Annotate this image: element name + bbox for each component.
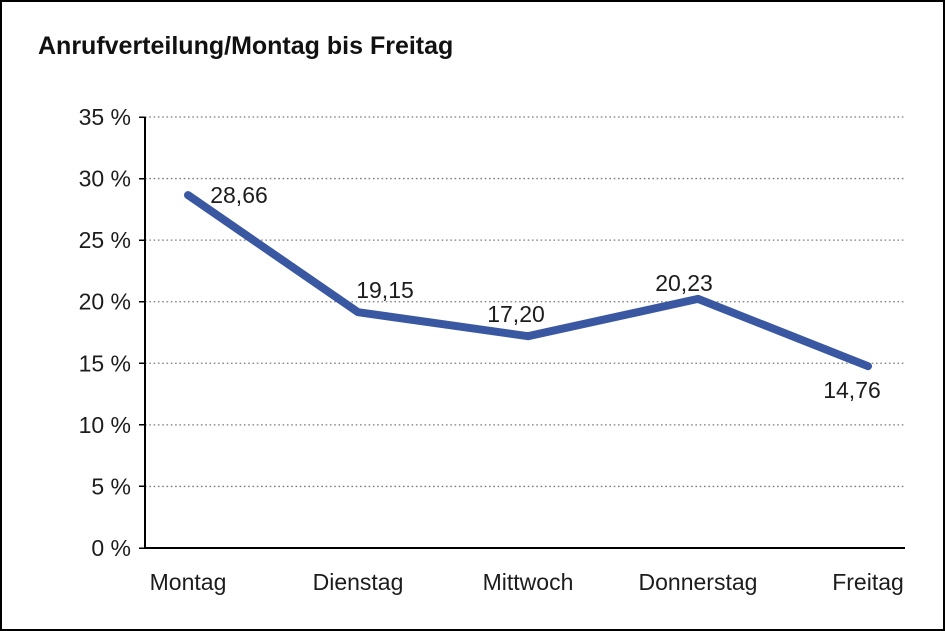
- data-point-label: 14,76: [823, 377, 881, 403]
- y-tick-label: 30 %: [79, 166, 131, 192]
- y-tick-label: 0 %: [91, 535, 131, 561]
- y-tick-label: 35 %: [79, 104, 131, 130]
- y-tick-label: 10 %: [79, 412, 131, 438]
- x-category-label: Montag: [150, 569, 227, 595]
- x-category-label: Donnerstag: [639, 569, 758, 595]
- y-tick-label: 5 %: [91, 473, 131, 499]
- data-line: [184, 191, 872, 371]
- data-point-label: 17,20: [487, 301, 545, 327]
- y-tick-label: 25 %: [79, 227, 131, 253]
- data-point-label: 19,15: [356, 277, 414, 303]
- x-category-label: Dienstag: [313, 569, 404, 595]
- data-point-label: 28,66: [210, 182, 268, 208]
- x-category-label: Freitag: [832, 569, 904, 595]
- x-category-label: Mittwoch: [483, 569, 574, 595]
- chart-title: Anrufverteilung/Montag bis Freitag: [38, 32, 454, 60]
- y-tick-label: 20 %: [79, 289, 131, 315]
- y-tick-label: 15 %: [79, 350, 131, 376]
- data-point-label: 20,23: [655, 270, 713, 296]
